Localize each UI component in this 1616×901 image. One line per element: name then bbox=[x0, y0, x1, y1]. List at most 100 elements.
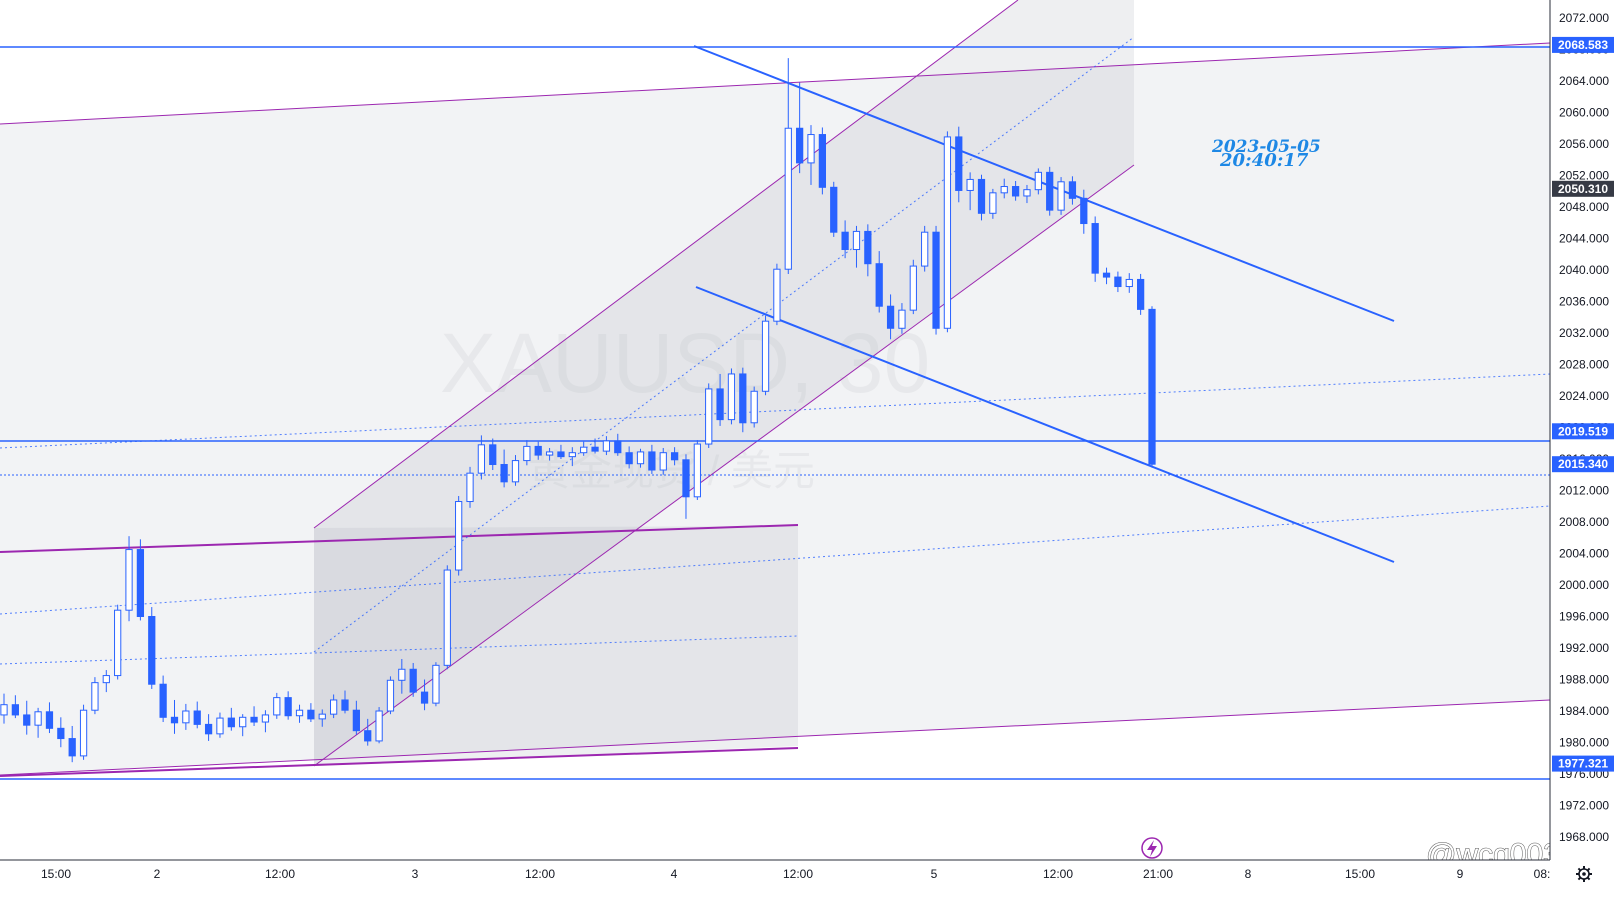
price-tick-label: 1988.000 bbox=[1559, 673, 1609, 687]
time-axis[interactable]: 15:00 2 12:00 3 12:00 4 12:00 5 12:00 21:00 8 15:00… bbox=[0, 859, 1616, 901]
candle bbox=[1023, 184, 1031, 204]
candle-body-up bbox=[455, 501, 463, 571]
candle-body-down bbox=[830, 186, 838, 233]
candle bbox=[227, 707, 235, 731]
candle bbox=[705, 383, 713, 448]
candle-body-down bbox=[148, 616, 156, 685]
candle bbox=[682, 454, 690, 519]
candle bbox=[693, 440, 701, 500]
candle-body-down bbox=[170, 716, 179, 724]
candle-body-down bbox=[932, 231, 940, 329]
candle-body-up bbox=[727, 373, 736, 421]
candle-body-up bbox=[636, 451, 645, 465]
gear-icon[interactable] bbox=[1576, 866, 1592, 882]
candle bbox=[636, 448, 645, 468]
candle-body-down bbox=[23, 714, 31, 726]
candle-body-down bbox=[955, 136, 963, 191]
time-tick-label: 4 bbox=[671, 867, 678, 881]
candle-body-up bbox=[443, 569, 451, 666]
candle bbox=[216, 712, 224, 738]
candle bbox=[364, 718, 372, 746]
price-tick-label: 2040.000 bbox=[1559, 263, 1609, 277]
candle-body-down bbox=[886, 305, 895, 329]
price-tag-label: 1977.321 bbox=[1558, 757, 1608, 771]
candle-body-down bbox=[193, 710, 201, 725]
candle bbox=[148, 607, 156, 689]
candle bbox=[1057, 177, 1065, 215]
candle bbox=[91, 677, 99, 715]
range-channel-mid1 bbox=[0, 635, 799, 665]
candle-body-down bbox=[1091, 223, 1099, 274]
time-tick-label: 12:00 bbox=[783, 867, 813, 881]
candle-body-down bbox=[796, 127, 804, 164]
candle bbox=[375, 707, 383, 744]
candle bbox=[284, 691, 292, 720]
candle-body-up bbox=[79, 709, 88, 757]
candle-body-down bbox=[682, 459, 690, 498]
candle bbox=[250, 706, 258, 726]
candle bbox=[739, 367, 747, 433]
candle-body-up bbox=[102, 675, 110, 684]
candle-body-up bbox=[602, 440, 611, 452]
price-tick-label: 2048.000 bbox=[1559, 200, 1609, 214]
candle bbox=[261, 710, 270, 733]
candle-body-up bbox=[477, 444, 486, 474]
candle-body-down bbox=[204, 723, 213, 735]
candle-body-up bbox=[261, 714, 270, 723]
candle bbox=[1068, 176, 1077, 205]
candle-body-up bbox=[898, 309, 906, 329]
candle-body-down bbox=[1068, 181, 1077, 199]
price-tick-label: 2004.000 bbox=[1559, 547, 1609, 561]
wide-channel-fill bbox=[0, 43, 1550, 775]
candle-body-up bbox=[523, 445, 531, 462]
candle-body-down bbox=[11, 704, 19, 716]
rising-channel-lower bbox=[313, 164, 1135, 767]
wide-channel-lower bbox=[0, 699, 1551, 776]
candle-body-down bbox=[352, 709, 360, 732]
candle bbox=[329, 694, 338, 719]
candle-body-down bbox=[1137, 278, 1145, 310]
price-tick-label: 2024.000 bbox=[1559, 389, 1609, 403]
candle bbox=[102, 670, 110, 693]
price-tick-label: 2000.000 bbox=[1559, 578, 1609, 592]
candle bbox=[875, 251, 883, 313]
price-tick-label: 1992.000 bbox=[1559, 641, 1609, 655]
price-tick-label: 1968.000 bbox=[1559, 830, 1609, 844]
candle bbox=[602, 436, 611, 456]
candle bbox=[1046, 166, 1054, 216]
candle-body-down bbox=[227, 717, 235, 728]
candle-body-up bbox=[750, 390, 758, 424]
candle bbox=[955, 126, 963, 203]
candle-body-down bbox=[1046, 171, 1054, 211]
candle bbox=[852, 225, 861, 268]
price-tag-label: 2019.519 bbox=[1558, 424, 1608, 438]
price-tag: 2068.583 bbox=[1552, 36, 1614, 53]
price-tick-label: 2064.000 bbox=[1559, 74, 1609, 88]
candle bbox=[34, 707, 42, 738]
datetime-stamp: 2023-05-05 20:40:17 bbox=[1211, 137, 1321, 171]
candle bbox=[614, 433, 622, 456]
candle-body-down bbox=[136, 549, 145, 617]
price-tag: 2019.519 bbox=[1552, 423, 1614, 440]
price-tag: 2015.340 bbox=[1552, 456, 1614, 473]
price-tag-bg bbox=[1552, 180, 1614, 197]
candle-body-down bbox=[591, 446, 599, 452]
candle bbox=[909, 259, 917, 315]
candle bbox=[114, 604, 122, 680]
candle bbox=[1114, 271, 1122, 293]
plot-area[interactable] bbox=[0, 0, 1550, 860]
price-axis[interactable]: 2072.0002068.0002064.0002060.0002056.000… bbox=[1549, 0, 1616, 860]
candle-body-down bbox=[614, 440, 622, 454]
price-tag-bg bbox=[1552, 456, 1614, 473]
candle-body-up bbox=[239, 716, 247, 728]
candle-body-up bbox=[693, 443, 701, 498]
candle-body-up bbox=[545, 451, 554, 456]
candle-body-up bbox=[1034, 171, 1042, 191]
candle bbox=[1034, 168, 1042, 195]
candle-body-up bbox=[807, 134, 815, 164]
range-box-fill bbox=[314, 526, 798, 766]
lightning-icon[interactable] bbox=[1141, 837, 1163, 859]
price-tags: 2068.583 2050.310 2019.519 2015.340 1977.321 bbox=[1552, 36, 1614, 772]
candle-body-down bbox=[739, 373, 747, 424]
